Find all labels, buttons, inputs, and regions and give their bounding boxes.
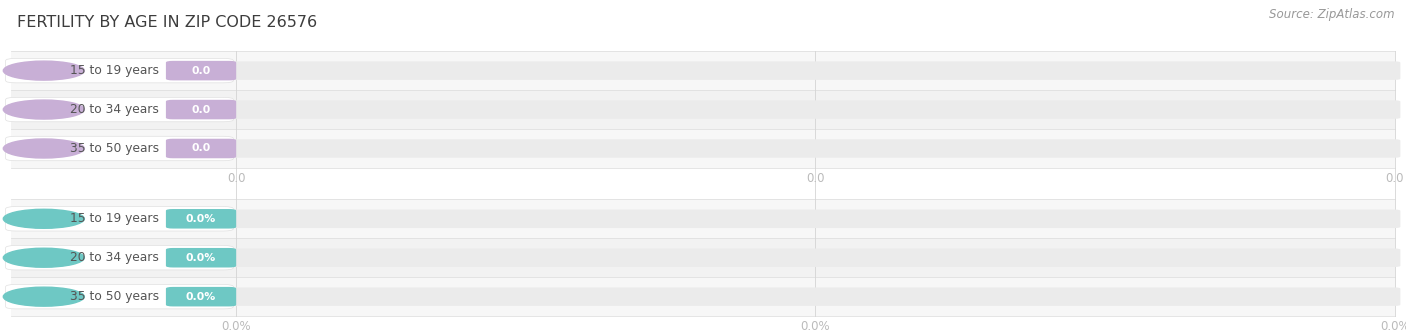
Text: 15 to 19 years: 15 to 19 years — [70, 64, 159, 77]
Circle shape — [3, 209, 84, 228]
Circle shape — [3, 287, 84, 306]
Text: 0.0: 0.0 — [1385, 172, 1405, 185]
Circle shape — [3, 100, 84, 119]
Text: 0.0: 0.0 — [191, 66, 211, 76]
FancyBboxPatch shape — [11, 129, 1395, 168]
FancyBboxPatch shape — [166, 209, 236, 229]
Circle shape — [3, 61, 84, 80]
FancyBboxPatch shape — [166, 287, 236, 307]
FancyBboxPatch shape — [166, 61, 236, 81]
FancyBboxPatch shape — [166, 248, 236, 268]
Text: FERTILITY BY AGE IN ZIP CODE 26576: FERTILITY BY AGE IN ZIP CODE 26576 — [17, 15, 316, 30]
Text: 0.0%: 0.0% — [186, 292, 217, 302]
FancyBboxPatch shape — [6, 97, 233, 122]
Text: 35 to 50 years: 35 to 50 years — [70, 290, 159, 303]
FancyBboxPatch shape — [6, 136, 233, 161]
Text: 0.0: 0.0 — [191, 105, 211, 115]
Text: 0.0: 0.0 — [226, 172, 246, 185]
FancyBboxPatch shape — [231, 100, 1400, 119]
FancyBboxPatch shape — [11, 51, 1395, 90]
FancyBboxPatch shape — [11, 199, 1395, 238]
Text: 20 to 34 years: 20 to 34 years — [70, 251, 159, 264]
FancyBboxPatch shape — [6, 284, 233, 309]
Circle shape — [3, 248, 84, 267]
Text: 0.0%: 0.0% — [800, 320, 831, 330]
Text: 35 to 50 years: 35 to 50 years — [70, 142, 159, 155]
FancyBboxPatch shape — [11, 238, 1395, 277]
FancyBboxPatch shape — [11, 90, 1395, 129]
Text: 0.0%: 0.0% — [186, 214, 217, 224]
Text: Source: ZipAtlas.com: Source: ZipAtlas.com — [1270, 8, 1395, 21]
FancyBboxPatch shape — [231, 210, 1400, 228]
FancyBboxPatch shape — [11, 277, 1395, 316]
Text: 0.0%: 0.0% — [221, 320, 252, 330]
Text: 0.0: 0.0 — [806, 172, 825, 185]
Text: 20 to 34 years: 20 to 34 years — [70, 103, 159, 116]
FancyBboxPatch shape — [166, 100, 236, 119]
FancyBboxPatch shape — [166, 139, 236, 158]
FancyBboxPatch shape — [6, 207, 233, 231]
FancyBboxPatch shape — [6, 246, 233, 270]
Circle shape — [3, 139, 84, 158]
FancyBboxPatch shape — [231, 139, 1400, 158]
FancyBboxPatch shape — [231, 248, 1400, 267]
FancyBboxPatch shape — [231, 61, 1400, 80]
Text: 0.0%: 0.0% — [186, 253, 217, 263]
Text: 0.0: 0.0 — [191, 144, 211, 153]
FancyBboxPatch shape — [6, 58, 233, 83]
FancyBboxPatch shape — [231, 287, 1400, 306]
Text: 0.0%: 0.0% — [1379, 320, 1406, 330]
Text: 15 to 19 years: 15 to 19 years — [70, 212, 159, 225]
